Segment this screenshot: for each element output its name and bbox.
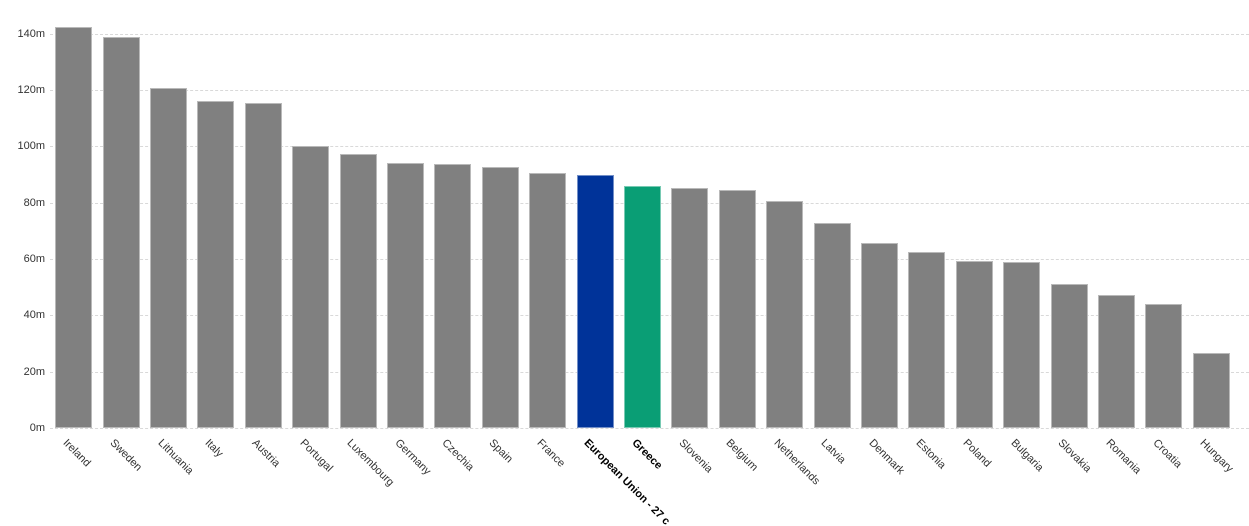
y-axis-label-20m: 20m: [23, 365, 45, 378]
bar-portugal[interactable]: [292, 146, 330, 428]
x-axis-label-romania: Romania: [1103, 437, 1143, 477]
gridline-120m: [50, 89, 1249, 91]
x-axis-label-spain: Spain: [486, 437, 516, 466]
bar-estonia[interactable]: [908, 251, 946, 428]
x-axis-label-italy: Italy: [202, 437, 226, 460]
bar-hungary[interactable]: [1192, 353, 1230, 428]
bar-romania[interactable]: [1098, 295, 1135, 428]
x-axis-label-poland: Poland: [960, 437, 994, 470]
x-axis-label-sweden: Sweden: [107, 437, 145, 474]
bar-luxembourg[interactable]: [339, 153, 377, 428]
bar-poland[interactable]: [955, 260, 993, 428]
y-axis-label-0m: 0m: [29, 422, 45, 434]
gridline-140m: [50, 33, 1249, 35]
x-axis-label-latvia: Latvia: [818, 437, 848, 467]
y-axis-label-60m: 60m: [23, 252, 45, 265]
x-axis-label-croatia: Croatia: [1150, 437, 1184, 471]
bar-denmark[interactable]: [861, 243, 898, 428]
bar-germany[interactable]: [387, 163, 424, 428]
bar-croatia[interactable]: [1145, 304, 1183, 428]
bar-slovenia[interactable]: [671, 187, 709, 428]
x-axis-label-lithuania: Lithuania: [155, 437, 196, 478]
x-axis-label-france: France: [534, 437, 567, 470]
bar-france[interactable]: [529, 173, 567, 428]
x-axis-label-netherlands: Netherlands: [771, 437, 822, 488]
gridline-100m: [50, 146, 1249, 148]
x-axis-label-estonia: Estonia: [913, 437, 948, 472]
x-axis-label-belgium: Belgium: [723, 437, 761, 474]
bar-netherlands[interactable]: [766, 200, 804, 428]
bar-spain[interactable]: [481, 167, 519, 428]
x-axis-label-slovenia: Slovenia: [676, 437, 715, 476]
x-axis-label-portugal: Portugal: [297, 437, 335, 475]
x-axis-label-european-union-27-c: European Union - 27 c: [581, 437, 673, 526]
x-axis-label-greece: Greece: [629, 437, 664, 472]
bar-lithuania[interactable]: [150, 87, 187, 428]
x-axis-label-hungary: Hungary: [1197, 437, 1236, 475]
x-axis-label-ireland: Ireland: [60, 437, 93, 470]
x-axis-label-czechia: Czechia: [439, 437, 476, 474]
bar-belgium[interactable]: [718, 189, 756, 428]
bar-european-union-27-c[interactable]: [576, 175, 614, 428]
bar-slovakia[interactable]: [1050, 283, 1088, 428]
y-axis-label-100m: 100m: [17, 140, 45, 153]
y-axis-label-40m: 40m: [23, 309, 45, 322]
y-axis-label-120m: 120m: [17, 83, 45, 96]
x-axis-label-slovakia: Slovakia: [1055, 437, 1094, 475]
x-axis-label-luxembourg: Luxembourg: [344, 437, 397, 489]
bar-italy[interactable]: [197, 101, 235, 428]
bar-bulgaria[interactable]: [1003, 261, 1041, 428]
gridline-0m: [50, 428, 1249, 429]
bar-greece[interactable]: [624, 186, 661, 428]
bar-czechia[interactable]: [434, 164, 472, 428]
bar-sweden[interactable]: [102, 37, 140, 428]
y-axis-label-80m: 80m: [23, 196, 45, 209]
bar-ireland[interactable]: [55, 27, 93, 428]
x-axis-label-germany: Germany: [392, 437, 433, 478]
x-axis-label-austria: Austria: [249, 437, 283, 470]
x-axis-label-bulgaria: Bulgaria: [1008, 437, 1046, 475]
bar-austria[interactable]: [244, 103, 282, 428]
bar-latvia[interactable]: [813, 222, 851, 428]
y-axis-label-140m: 140m: [17, 27, 45, 40]
x-axis-label-denmark: Denmark: [866, 437, 907, 478]
